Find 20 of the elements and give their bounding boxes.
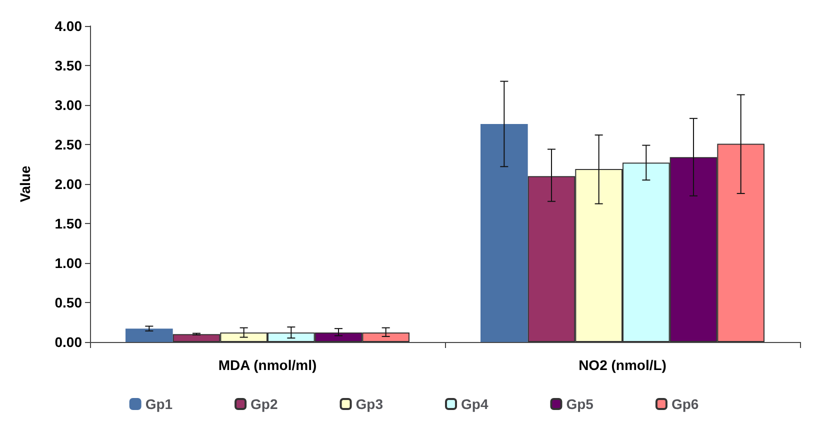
y-tick-label: 0.00 xyxy=(54,334,82,350)
legend-label: Gp2 xyxy=(250,396,278,412)
y-axis-title: Value xyxy=(17,166,33,202)
y-tick-label: 1.00 xyxy=(54,255,82,271)
y-tick-label: 2.50 xyxy=(54,136,82,152)
legend-label: Gp3 xyxy=(356,396,384,412)
legend-label: Gp1 xyxy=(145,396,173,412)
y-tick-label: 0.50 xyxy=(54,294,82,310)
y-tick-label: 1.50 xyxy=(54,216,82,232)
legend-label: Gp5 xyxy=(566,396,594,412)
x-tick-label: MDA (nmol/ml) xyxy=(218,357,317,373)
bar xyxy=(480,124,528,342)
legend-label: Gp4 xyxy=(461,396,488,412)
y-tick-label: 3.00 xyxy=(54,97,82,113)
x-tick-label: NO2 (nmol/L) xyxy=(578,357,666,373)
y-tick-label: 4.00 xyxy=(54,18,82,34)
bar xyxy=(126,328,173,342)
y-tick-label: 3.50 xyxy=(54,58,82,74)
y-tick-label: 2.00 xyxy=(54,176,82,192)
legend-label: Gp6 xyxy=(671,396,699,412)
